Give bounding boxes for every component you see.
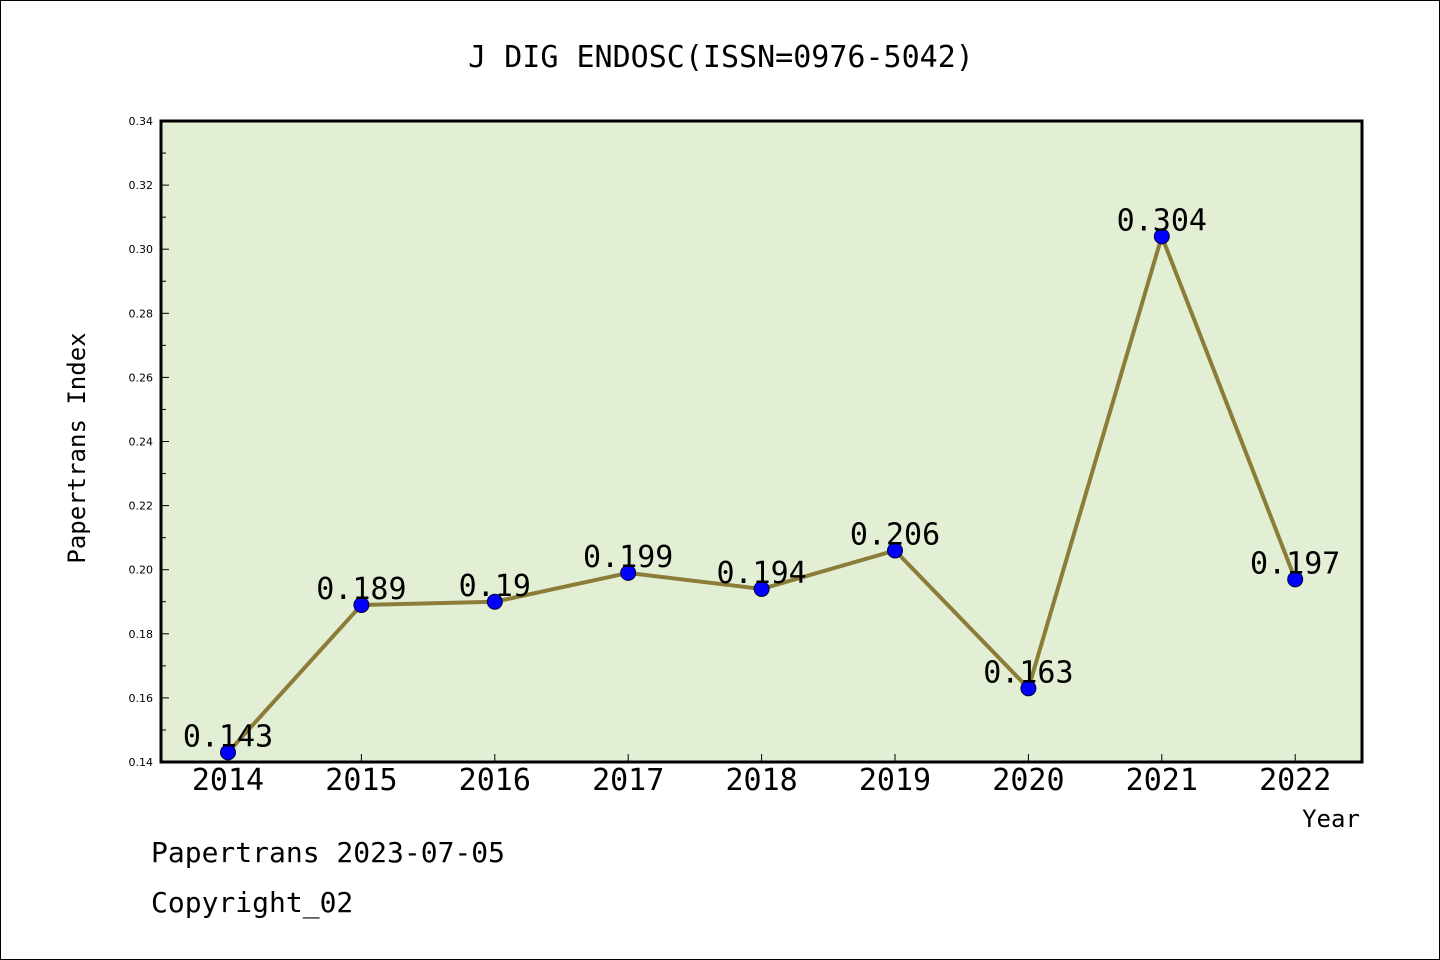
data-point-marker	[887, 542, 903, 559]
series-group: 0.143 0.189 0.19 0.199 0.194 0.206 0.163 0.304 0…	[183, 203, 1340, 761]
y-tick-label: 0.22	[129, 500, 154, 513]
x-axis-ticks: 2014 2015 2016 2017 2018 2019 2020 2021 2022	[192, 754, 1331, 798]
x-tick-label: 2016	[459, 763, 531, 798]
y-tick-label: 0.14	[129, 756, 154, 769]
data-point-marker	[486, 593, 503, 610]
y-tick-label: 0.30	[129, 243, 154, 256]
data-point-marker	[1020, 680, 1037, 697]
y-tick-label: 0.20	[129, 564, 154, 577]
y-tick-label: 0.18	[129, 628, 154, 641]
y-tick-label: 0.32	[129, 179, 154, 192]
data-label: 0.143	[183, 719, 273, 754]
chart-title: J DIG ENDOSC(ISSN=0976-5042)	[468, 40, 974, 75]
y-axis-label: Papertrans Index	[63, 332, 91, 563]
x-tick-label: 2022	[1259, 763, 1331, 798]
data-label: 0.304	[1117, 203, 1207, 238]
footer-copyright: Copyright_02	[151, 886, 354, 919]
y-axis-ticks: 0.14 0.16 0.18 0.20 0.22 0.24 0.26 0.28 0.30 0.32…	[129, 115, 169, 769]
x-tick-label: 2017	[592, 763, 664, 798]
data-label: 0.206	[850, 517, 940, 552]
x-axis-label: Year	[1302, 805, 1360, 833]
data-point-marker	[753, 580, 770, 597]
data-point-marker	[1153, 228, 1170, 245]
x-tick-label: 2015	[325, 763, 397, 798]
data-label: 0.194	[716, 556, 806, 591]
x-tick-label: 2014	[192, 763, 264, 798]
y-tick-label: 0.34	[129, 115, 154, 128]
y-tick-label: 0.28	[129, 307, 154, 320]
x-tick-label: 2018	[725, 763, 797, 798]
data-label: 0.189	[316, 572, 406, 607]
data-label: 0.199	[583, 540, 673, 575]
y-tick-label: 0.26	[129, 371, 154, 384]
x-tick-label: 2020	[992, 763, 1064, 798]
data-point-marker	[220, 744, 236, 761]
data-point-marker	[1287, 571, 1304, 588]
data-point-marker	[620, 564, 637, 581]
data-point-marker	[353, 596, 370, 613]
data-label: 0.19	[459, 569, 531, 604]
plot-area	[159, 119, 1364, 764]
x-tick-label: 2021	[1126, 763, 1198, 798]
data-label: 0.163	[983, 655, 1073, 690]
x-tick-label: 2019	[859, 763, 931, 798]
y-tick-label: 0.16	[129, 692, 154, 705]
data-label: 0.197	[1250, 546, 1340, 581]
y-tick-label: 0.24	[129, 436, 154, 449]
footer-date-line: Papertrans 2023-07-05	[151, 836, 506, 869]
